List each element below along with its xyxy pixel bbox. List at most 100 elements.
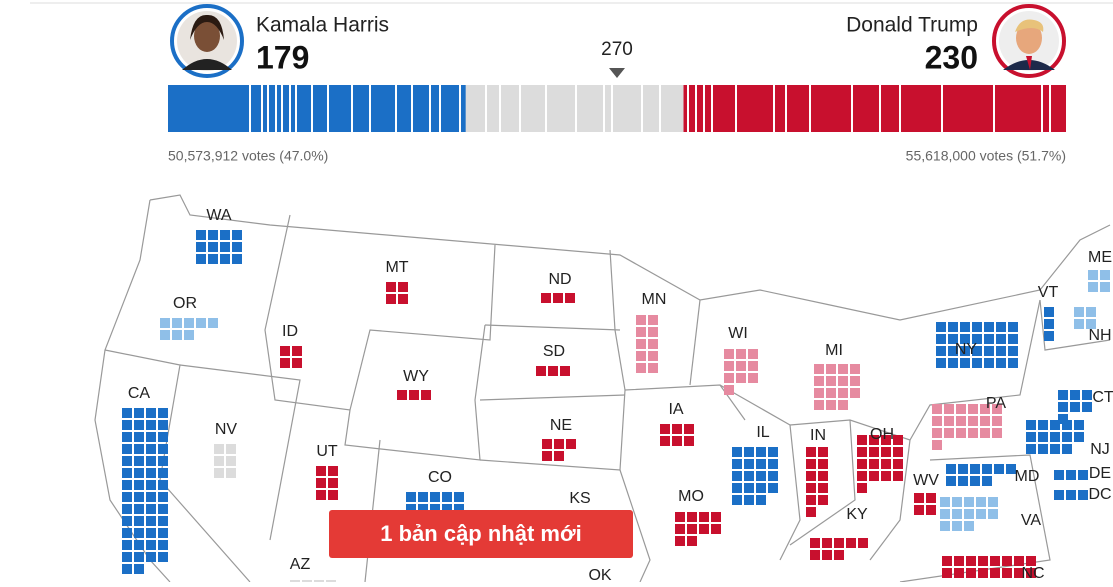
vote-square — [196, 254, 206, 264]
vote-square — [134, 444, 144, 454]
vote-square — [744, 447, 754, 457]
vote-square — [1050, 444, 1060, 454]
vote-square — [232, 230, 242, 240]
vote-square — [893, 471, 903, 481]
vote-square — [988, 509, 998, 519]
vote-square — [146, 480, 156, 490]
update-button-label[interactable]: 1 bản cập nhật mới — [380, 521, 581, 546]
vote-square — [940, 497, 950, 507]
vote-square — [1088, 270, 1098, 280]
vote-square — [818, 471, 828, 481]
vote-square — [850, 364, 860, 374]
state-squares — [946, 464, 1016, 486]
state-squares — [316, 466, 338, 500]
vote-square — [806, 495, 816, 505]
vote-square — [146, 444, 156, 454]
vote-square — [724, 349, 734, 359]
vote-square — [398, 282, 408, 292]
vote-square — [172, 318, 182, 328]
vote-square — [980, 404, 990, 414]
vote-square — [944, 428, 954, 438]
vote-square — [857, 471, 867, 481]
state-label: VA — [1021, 512, 1041, 529]
vote-square — [232, 254, 242, 264]
vote-square — [675, 512, 685, 522]
vote-square — [942, 568, 952, 578]
vote-square — [648, 351, 658, 361]
vote-square — [956, 428, 966, 438]
vote-square — [675, 536, 685, 546]
trump-avatar — [992, 4, 1066, 78]
popular-votes: 55,618,000 votes (51.7%) — [906, 148, 1066, 164]
vote-square — [990, 568, 1000, 578]
vote-square — [960, 322, 970, 332]
vote-square — [122, 432, 132, 442]
vote-square — [172, 330, 182, 340]
vote-square — [687, 524, 697, 534]
vote-square — [1054, 490, 1064, 500]
vote-square — [660, 424, 670, 434]
state-squares — [732, 447, 778, 505]
vote-square — [748, 349, 758, 359]
vote-square — [134, 432, 144, 442]
vote-square — [834, 538, 844, 548]
vote-square — [406, 492, 416, 502]
vote-square — [984, 322, 994, 332]
vote-square — [992, 428, 1002, 438]
vote-square — [160, 330, 170, 340]
vote-square — [982, 464, 992, 474]
vote-square — [1062, 420, 1072, 430]
vote-square — [134, 408, 144, 418]
vote-square — [996, 358, 1006, 368]
vote-square — [386, 282, 396, 292]
vote-square — [814, 376, 824, 386]
vote-square — [732, 459, 742, 469]
vote-square — [560, 366, 570, 376]
state-label: IA — [668, 401, 683, 418]
vote-square — [980, 416, 990, 426]
vote-square — [684, 436, 694, 446]
vote-square — [220, 242, 230, 252]
state-squares — [122, 408, 168, 574]
vote-square — [958, 476, 968, 486]
vote-square — [952, 509, 962, 519]
vote-square — [122, 492, 132, 502]
vote-square — [948, 334, 958, 344]
state-squares — [160, 318, 218, 340]
vote-square — [1044, 307, 1054, 317]
vote-square — [1026, 556, 1036, 566]
vote-square — [134, 492, 144, 502]
vote-square — [1008, 322, 1018, 332]
vote-square — [146, 468, 156, 478]
vote-square — [936, 346, 946, 356]
vote-square — [134, 552, 144, 562]
state-label: WI — [728, 325, 748, 342]
vote-square — [948, 346, 958, 356]
state-squares — [406, 492, 464, 514]
vote-square — [952, 521, 962, 531]
state-squares — [1044, 307, 1054, 341]
state-squares — [397, 390, 431, 400]
vote-square — [158, 420, 168, 430]
vote-square — [968, 404, 978, 414]
electoral-count: 179 — [256, 39, 309, 75]
update-button-bg[interactable] — [329, 510, 633, 558]
vote-square — [869, 471, 879, 481]
vote-square — [636, 327, 646, 337]
vote-square — [386, 294, 396, 304]
vote-square — [946, 476, 956, 486]
vote-square — [146, 408, 156, 418]
vote-square — [936, 322, 946, 332]
vote-square — [636, 351, 646, 361]
vote-square — [838, 364, 848, 374]
vote-square — [744, 483, 754, 493]
update-button[interactable]: 1 bản cập nhật mới — [329, 510, 633, 558]
vote-square — [1086, 319, 1096, 329]
vote-square — [914, 493, 924, 503]
vote-square — [850, 376, 860, 386]
vote-square — [684, 424, 694, 434]
vote-square — [768, 459, 778, 469]
vote-square — [122, 504, 132, 514]
vote-square — [982, 476, 992, 486]
candidate-name: Kamala Harris — [256, 14, 389, 37]
